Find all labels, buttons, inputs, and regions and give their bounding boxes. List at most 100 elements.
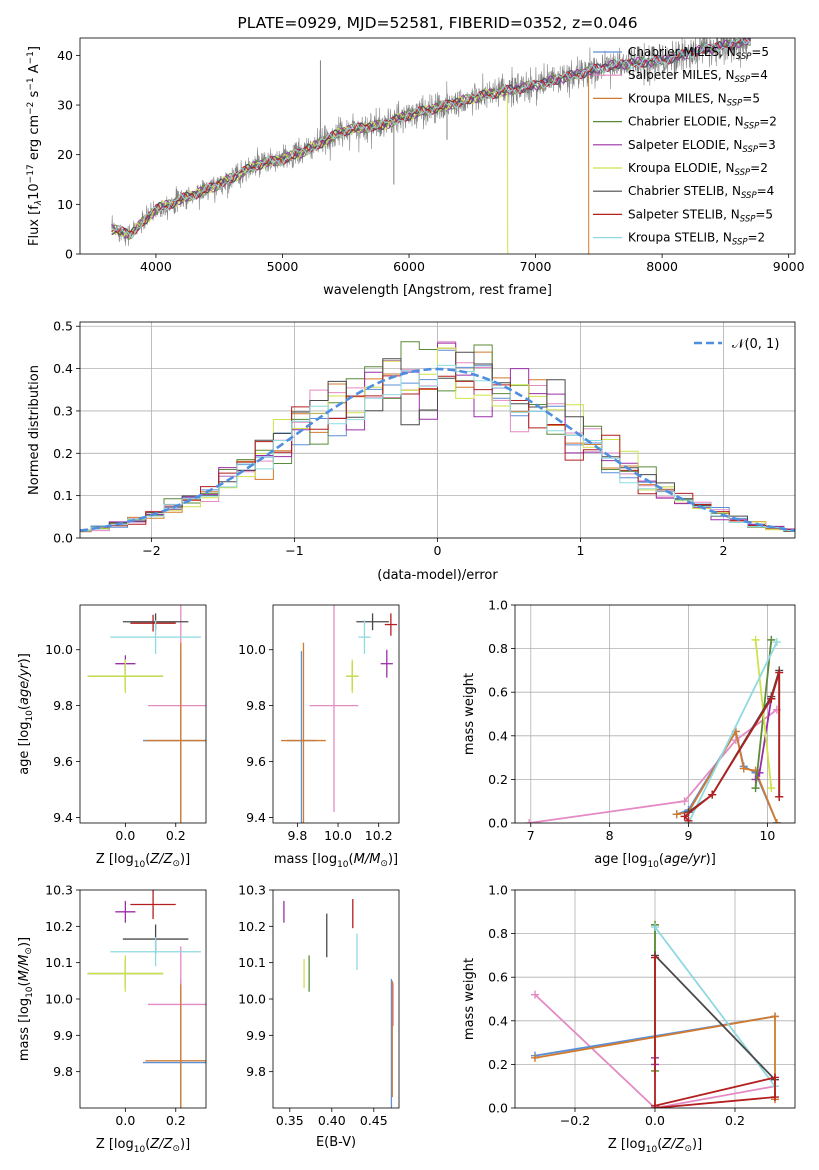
legend-entry: Chabrier ELODIE, NSSP=2 — [628, 115, 777, 132]
weight-marker — [684, 816, 693, 823]
weight-marker — [775, 668, 784, 677]
x-tick-label: 2 — [720, 543, 728, 558]
x-tick-label: 7000 — [520, 259, 552, 274]
x-tick-label: 0.40 — [318, 1113, 346, 1128]
x-tick-label: 1 — [577, 543, 585, 558]
x-tick-label: 0.2 — [166, 828, 186, 843]
x-tick-label: 10.2 — [365, 828, 393, 843]
x-tick-label: 0.45 — [360, 1113, 388, 1128]
spectrum-plot-area — [111, 38, 751, 254]
x-tick-label: 0.0 — [645, 1113, 665, 1128]
y-tick-label: 0.6 — [488, 685, 508, 700]
mass-vs-z-panel: 0.0 0.2 9.8 9.9 10.0 10.1 10.2 10.3 Z [log10(Z/Z… — [17, 883, 207, 1155]
spectrum-x-label: wavelength [Angstrom, rest frame] — [323, 283, 552, 298]
x-axis-label: age [log10(age/yr)] — [594, 852, 716, 870]
legend-entry: Salpeter STELIB, NSSP=5 — [628, 207, 773, 224]
axes-frame — [272, 889, 400, 1109]
x-tick-label: 9 — [685, 828, 693, 843]
weight-marker — [651, 953, 659, 962]
age-vs-z-plot-area — [87, 605, 206, 823]
weight-marker — [708, 790, 717, 799]
weight-marker — [767, 635, 776, 644]
weight-marker — [680, 812, 689, 821]
y-tick-label: 10.0 — [45, 992, 73, 1007]
spectrum-title: PLATE=0929, MJD=52581, FIBERID=0352, z=0… — [237, 14, 637, 32]
axes-frame — [79, 37, 796, 255]
age-vs-z-panel: 0.0 0.2 9.4 9.6 9.8 10.0 Z [log10(Z/Z⊙)] age [l… — [17, 604, 207, 870]
x-tick-label: 9.8 — [287, 828, 307, 843]
weight-marker — [751, 784, 760, 793]
y-tick-label: 0.4 — [488, 1013, 508, 1028]
x-tick-label: 8000 — [646, 259, 678, 274]
y-tick-label: 10.0 — [238, 992, 266, 1007]
y-tick-label: 0.8 — [488, 641, 508, 656]
y-tick-label: 30 — [57, 98, 73, 113]
x-tick-label: −0.2 — [560, 1113, 590, 1128]
x-tick-label: −1 — [285, 543, 303, 558]
y-tick-label: 0.0 — [488, 1101, 508, 1116]
y-tick-label: 1.0 — [488, 883, 508, 898]
spectrum-panel: 4000 5000 6000 7000 8000 9000 0 10 20 30 40 PLATE=0… — [26, 14, 805, 298]
weight-marker — [531, 990, 539, 999]
y-tick-label: 0.2 — [488, 772, 508, 787]
x-tick-label: 0.35 — [276, 1113, 304, 1128]
x-tick-label: 5000 — [267, 259, 299, 274]
weight-line-salpeter-miles — [529, 708, 778, 823]
weight-marker — [739, 764, 748, 773]
y-tick-label: 40 — [57, 48, 73, 63]
y-tick-label: 20 — [57, 147, 73, 162]
legend-entry: Salpeter ELODIE, NSSP=3 — [628, 138, 776, 155]
y-tick-label: 9.6 — [53, 754, 73, 769]
model-spectrum-kroupa-elodie — [111, 88, 509, 254]
y-axis-label: mass weight — [462, 673, 477, 755]
x-axis-label: Z [log10(Z/Z⊙)] — [96, 852, 190, 870]
weight-marker — [771, 1073, 779, 1082]
axes-frame — [514, 889, 796, 1109]
y-tick-label: 9.8 — [53, 1064, 73, 1079]
weight-vs-z-plot-area — [531, 920, 779, 1108]
weight-marker — [651, 1104, 659, 1108]
residuals-y-label: Normed distribution — [27, 365, 42, 495]
legend-entry: Kroupa STELIB, NSSP=2 — [628, 231, 765, 248]
model-spectrum-chabrier-stelib — [111, 38, 751, 236]
x-tick-label: 6000 — [393, 259, 425, 274]
weight-line-kroupa-stelib — [687, 641, 778, 823]
y-tick-label: 10.3 — [45, 883, 73, 898]
y-tick-label: 9.6 — [246, 754, 266, 769]
weight-marker — [767, 694, 776, 703]
axes-frame — [79, 321, 796, 539]
y-tick-label: 9.8 — [246, 698, 266, 713]
x-axis-label: mass [log10(M/M⊙)] — [274, 852, 398, 870]
axes-frame — [79, 889, 207, 1109]
y-tick-label: 10.0 — [45, 642, 73, 657]
model-spectrum-kroupa-stelib — [111, 38, 751, 239]
age-vs-mass-plot-area — [281, 605, 397, 823]
x-tick-label: 0.0 — [115, 828, 135, 843]
y-tick-label: 10.2 — [45, 919, 73, 934]
y-tick-label: 9.9 — [246, 1028, 266, 1043]
y-tick-label: 10 — [57, 197, 73, 212]
residuals-x-label: (data-model)/error — [377, 568, 498, 583]
y-tick-label: 0.6 — [488, 970, 508, 985]
weight-marker — [751, 635, 760, 644]
weight-vs-age-panel: 7 8 9 10 0.0 0.2 0.4 0.6 0.8 1.0 age [log10(age/yr… — [462, 598, 796, 870]
mass-vs-ebv-panel: 0.35 0.40 0.45 9.8 9.9 10.0 10.1 10.2 10.3 E(B-V) — [238, 883, 400, 1150]
x-tick-label: 4000 — [140, 259, 172, 274]
weight-marker — [672, 810, 681, 819]
y-tick-label: 1.0 — [488, 598, 508, 613]
axes-frame — [272, 604, 400, 824]
y-tick-label: 10.3 — [238, 883, 266, 898]
y-tick-label: 0.4 — [488, 728, 508, 743]
y-tick-label: 0.4 — [53, 361, 73, 376]
x-axis-label: Z [log10(Z/Z⊙)] — [608, 1137, 702, 1155]
normal-curve — [80, 367, 795, 532]
y-axis-label: mass weight — [462, 958, 477, 1040]
y-tick-label: 9.9 — [53, 1028, 73, 1043]
legend-entry: Chabrier MILES, NSSP=5 — [628, 45, 769, 62]
y-tick-label: 0.0 — [488, 816, 508, 831]
y-tick-label: 10.1 — [45, 955, 73, 970]
weight-line-chabrier-stelib — [654, 954, 776, 1081]
y-tick-label: 0.2 — [53, 446, 73, 461]
x-tick-label: 0.2 — [166, 1113, 186, 1128]
